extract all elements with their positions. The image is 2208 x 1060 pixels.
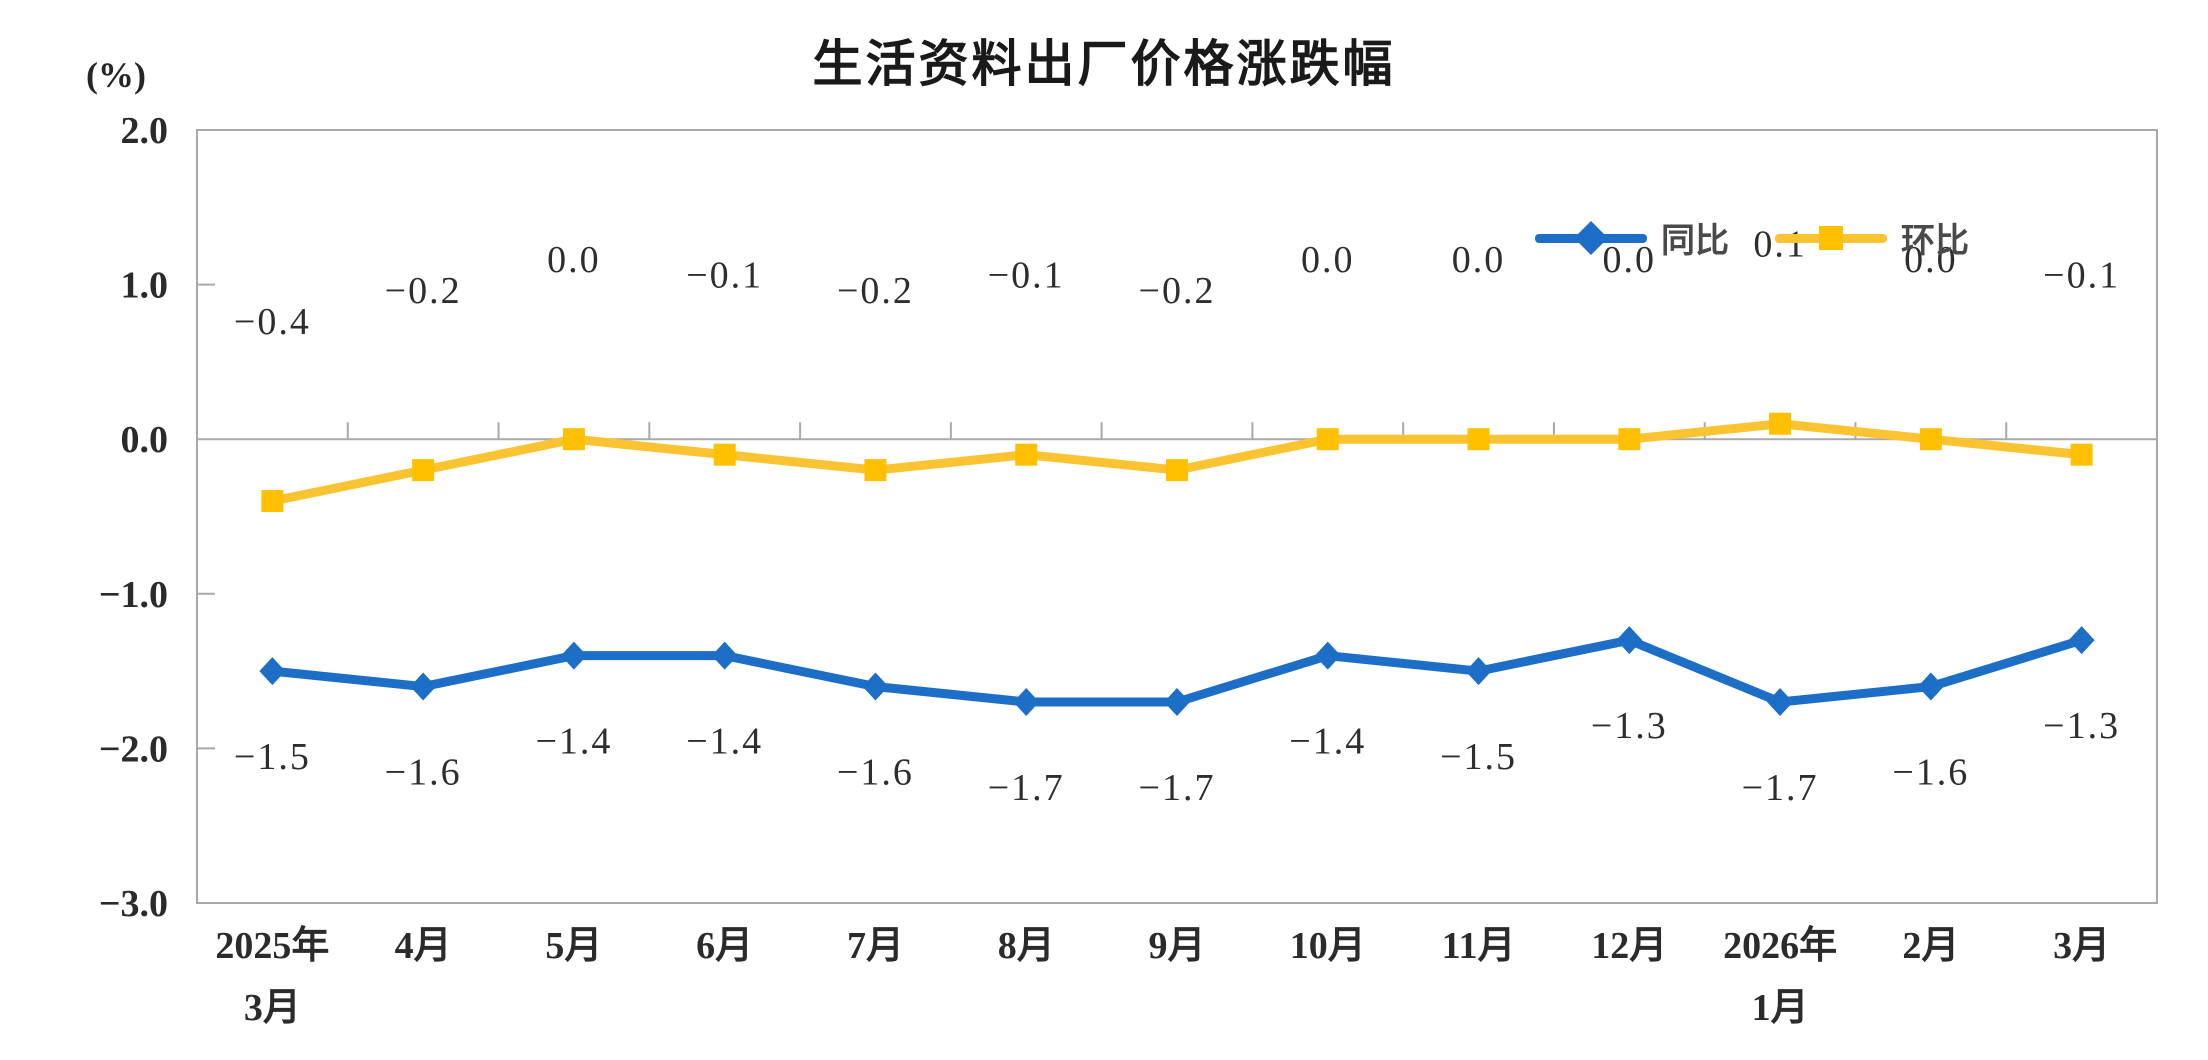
x-axis-category-label: 4月	[395, 925, 452, 967]
mom-square-marker	[864, 459, 887, 482]
y-axis-tick-label: 0.0	[121, 419, 169, 461]
x-axis-category-label: 2025年	[215, 925, 329, 967]
data-label: −1.3	[1591, 705, 1668, 747]
mom-line-square-icon	[1775, 216, 1887, 260]
yoy-legend-marker	[1574, 220, 1608, 255]
data-label: −0.2	[1139, 270, 1216, 312]
data-label: −0.1	[686, 255, 763, 297]
data-label: −0.1	[988, 255, 1065, 297]
data-label: 0.1	[1753, 224, 1807, 266]
legend-label-yoy: 同比	[1661, 222, 1729, 260]
yoy-diamond-marker	[711, 641, 738, 670]
x-axis-category-label: 2026年	[1723, 925, 1837, 967]
mom-square-marker	[1919, 428, 1942, 451]
x-axis-category-label: 2月	[1902, 925, 1959, 967]
y-axis-unit-label: (%)	[86, 55, 146, 95]
yoy-diamond-marker	[1917, 672, 1944, 701]
data-label: −1.6	[1892, 752, 1969, 794]
x-axis-category-label: 3月	[2053, 925, 2110, 967]
data-label: −1.4	[535, 721, 612, 763]
data-label: 0.0	[1301, 239, 1355, 281]
mom-square-marker	[1166, 459, 1188, 482]
yoy-diamond-marker	[1767, 688, 1794, 717]
mom-square-marker	[412, 459, 435, 482]
data-label: −0.2	[385, 270, 462, 312]
chart-title: 生活资料出厂价格涨跌幅	[812, 36, 1396, 92]
x-axis-category-label: 7月	[847, 925, 904, 967]
legend-label-mom: 环比	[1901, 222, 1969, 260]
legend-item-mom: 环比	[1775, 213, 1969, 262]
yoy-diamond-marker	[862, 672, 889, 701]
mom-square-marker	[261, 490, 284, 513]
mom-square-marker	[1618, 428, 1641, 451]
yoy-diamond-marker	[1465, 657, 1492, 686]
legend: 同比 环比	[1535, 213, 1969, 262]
data-label: −1.5	[234, 736, 311, 778]
mom-square-marker	[1316, 428, 1339, 451]
x-axis-category-label: 3月	[244, 987, 301, 1029]
data-label: −1.4	[686, 721, 763, 763]
mom-square-marker	[713, 443, 736, 466]
data-label: −0.4	[234, 301, 311, 343]
data-label: −0.2	[837, 270, 914, 312]
y-axis-tick-label: 2.0	[121, 110, 169, 152]
data-label: 0.0	[547, 239, 601, 281]
data-label: 0.0	[1452, 239, 1506, 281]
mom-square-marker	[1015, 443, 1038, 466]
yoy-line-diamond-icon	[1535, 216, 1647, 260]
y-axis-tick-label: −1.0	[99, 574, 168, 616]
x-axis-category-label: 8月	[998, 925, 1055, 967]
y-axis-tick-label: 1.0	[121, 265, 169, 307]
data-label: 0.0	[1603, 239, 1657, 281]
x-axis-category-label: 1月	[1752, 987, 1809, 1029]
mom-square-marker	[1467, 428, 1490, 451]
yoy-diamond-marker	[410, 672, 437, 701]
x-axis-category-label: 10月	[1290, 925, 1366, 967]
mom-square-marker	[2070, 443, 2093, 466]
data-label: −0.1	[2043, 255, 2120, 297]
mom-square-marker	[562, 428, 585, 451]
data-label: −1.7	[1139, 767, 1216, 809]
data-label: −1.6	[385, 752, 462, 794]
x-axis-category-label: 12月	[1591, 925, 1667, 967]
yoy-diamond-marker	[259, 657, 286, 686]
x-axis-category-label: 9月	[1148, 925, 1205, 967]
y-axis-tick-label: −2.0	[99, 728, 168, 770]
yoy-diamond-marker	[1013, 688, 1040, 717]
legend-item-yoy: 同比	[1535, 213, 1729, 262]
x-axis-category-label: 6月	[696, 925, 753, 967]
mom-square-marker	[1769, 412, 1792, 435]
yoy-diamond-marker	[1616, 626, 1643, 655]
data-label: 0.0	[1904, 239, 1958, 281]
x-axis-category-label: 5月	[545, 925, 602, 967]
data-label: −1.7	[1742, 767, 1819, 809]
yoy-diamond-marker	[560, 641, 587, 670]
yoy-diamond-marker	[1314, 641, 1341, 670]
y-axis-tick-label: −3.0	[99, 883, 168, 925]
data-label: −1.3	[2043, 705, 2120, 747]
data-label: −1.5	[1440, 736, 1517, 778]
mom-legend-marker	[1819, 225, 1843, 250]
x-axis-category-label: 11月	[1442, 925, 1516, 967]
data-label: −1.4	[1289, 721, 1366, 763]
data-label: −1.6	[837, 752, 914, 794]
yoy-diamond-marker	[1164, 688, 1190, 717]
yoy-diamond-marker	[2068, 626, 2095, 655]
plot-border	[196, 129, 2158, 904]
data-label: −1.7	[988, 767, 1065, 809]
